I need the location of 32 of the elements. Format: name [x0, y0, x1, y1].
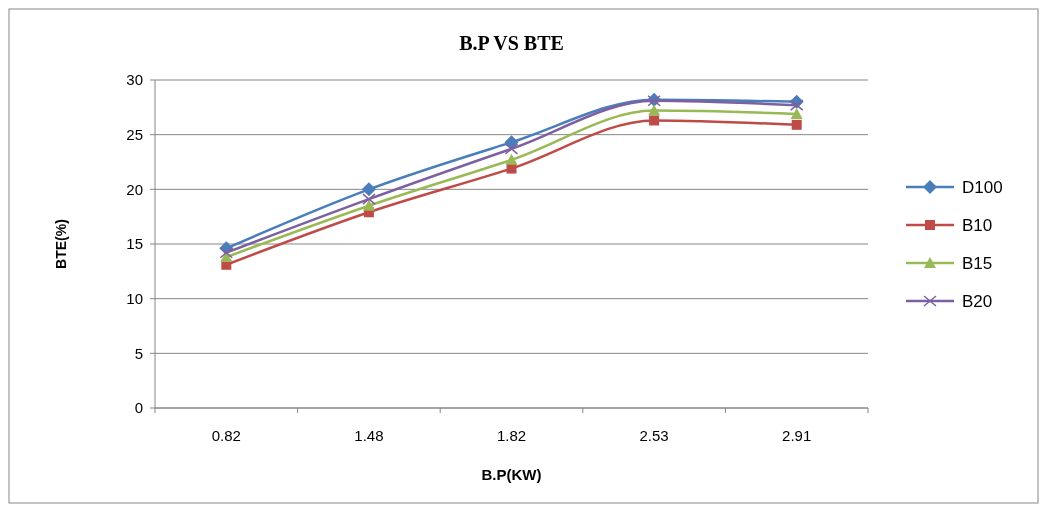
- x-tick-label: 2.91: [782, 427, 812, 444]
- point: [362, 193, 376, 205]
- point: [361, 182, 376, 197]
- point: [649, 115, 660, 126]
- point: [505, 153, 518, 165]
- point: [790, 107, 803, 119]
- y-tick-label: 30: [126, 71, 143, 89]
- chart-title: B.P VS BTE: [459, 32, 564, 54]
- point: [791, 119, 802, 130]
- y-tick-label: 20: [126, 180, 143, 198]
- x-axis-title: B.P(KW): [481, 466, 542, 483]
- x-tick-label: 0.82: [211, 427, 241, 444]
- point: [362, 199, 375, 211]
- point: [789, 99, 804, 111]
- legend-label: B10: [962, 215, 993, 235]
- point: [506, 163, 517, 174]
- x-tick-label: 2.53: [639, 427, 669, 444]
- x-tick-label: 1.82: [496, 427, 527, 444]
- legend-label: B15: [962, 253, 993, 273]
- y-tick-label: 25: [126, 125, 143, 143]
- legend-label: B20: [962, 291, 993, 311]
- point: [648, 104, 661, 116]
- legend-label: D100: [962, 177, 1003, 197]
- y-tick-label: 5: [134, 344, 143, 362]
- y-tick-label: 0: [134, 399, 143, 417]
- point: [504, 143, 519, 155]
- point: [219, 247, 234, 259]
- y-tick-label: 15: [126, 235, 143, 253]
- x-tick-label: 1.48: [354, 427, 384, 444]
- y-tick-label: 10: [126, 289, 143, 307]
- point: [504, 135, 519, 150]
- y-axis-title: BTE(%): [53, 219, 69, 269]
